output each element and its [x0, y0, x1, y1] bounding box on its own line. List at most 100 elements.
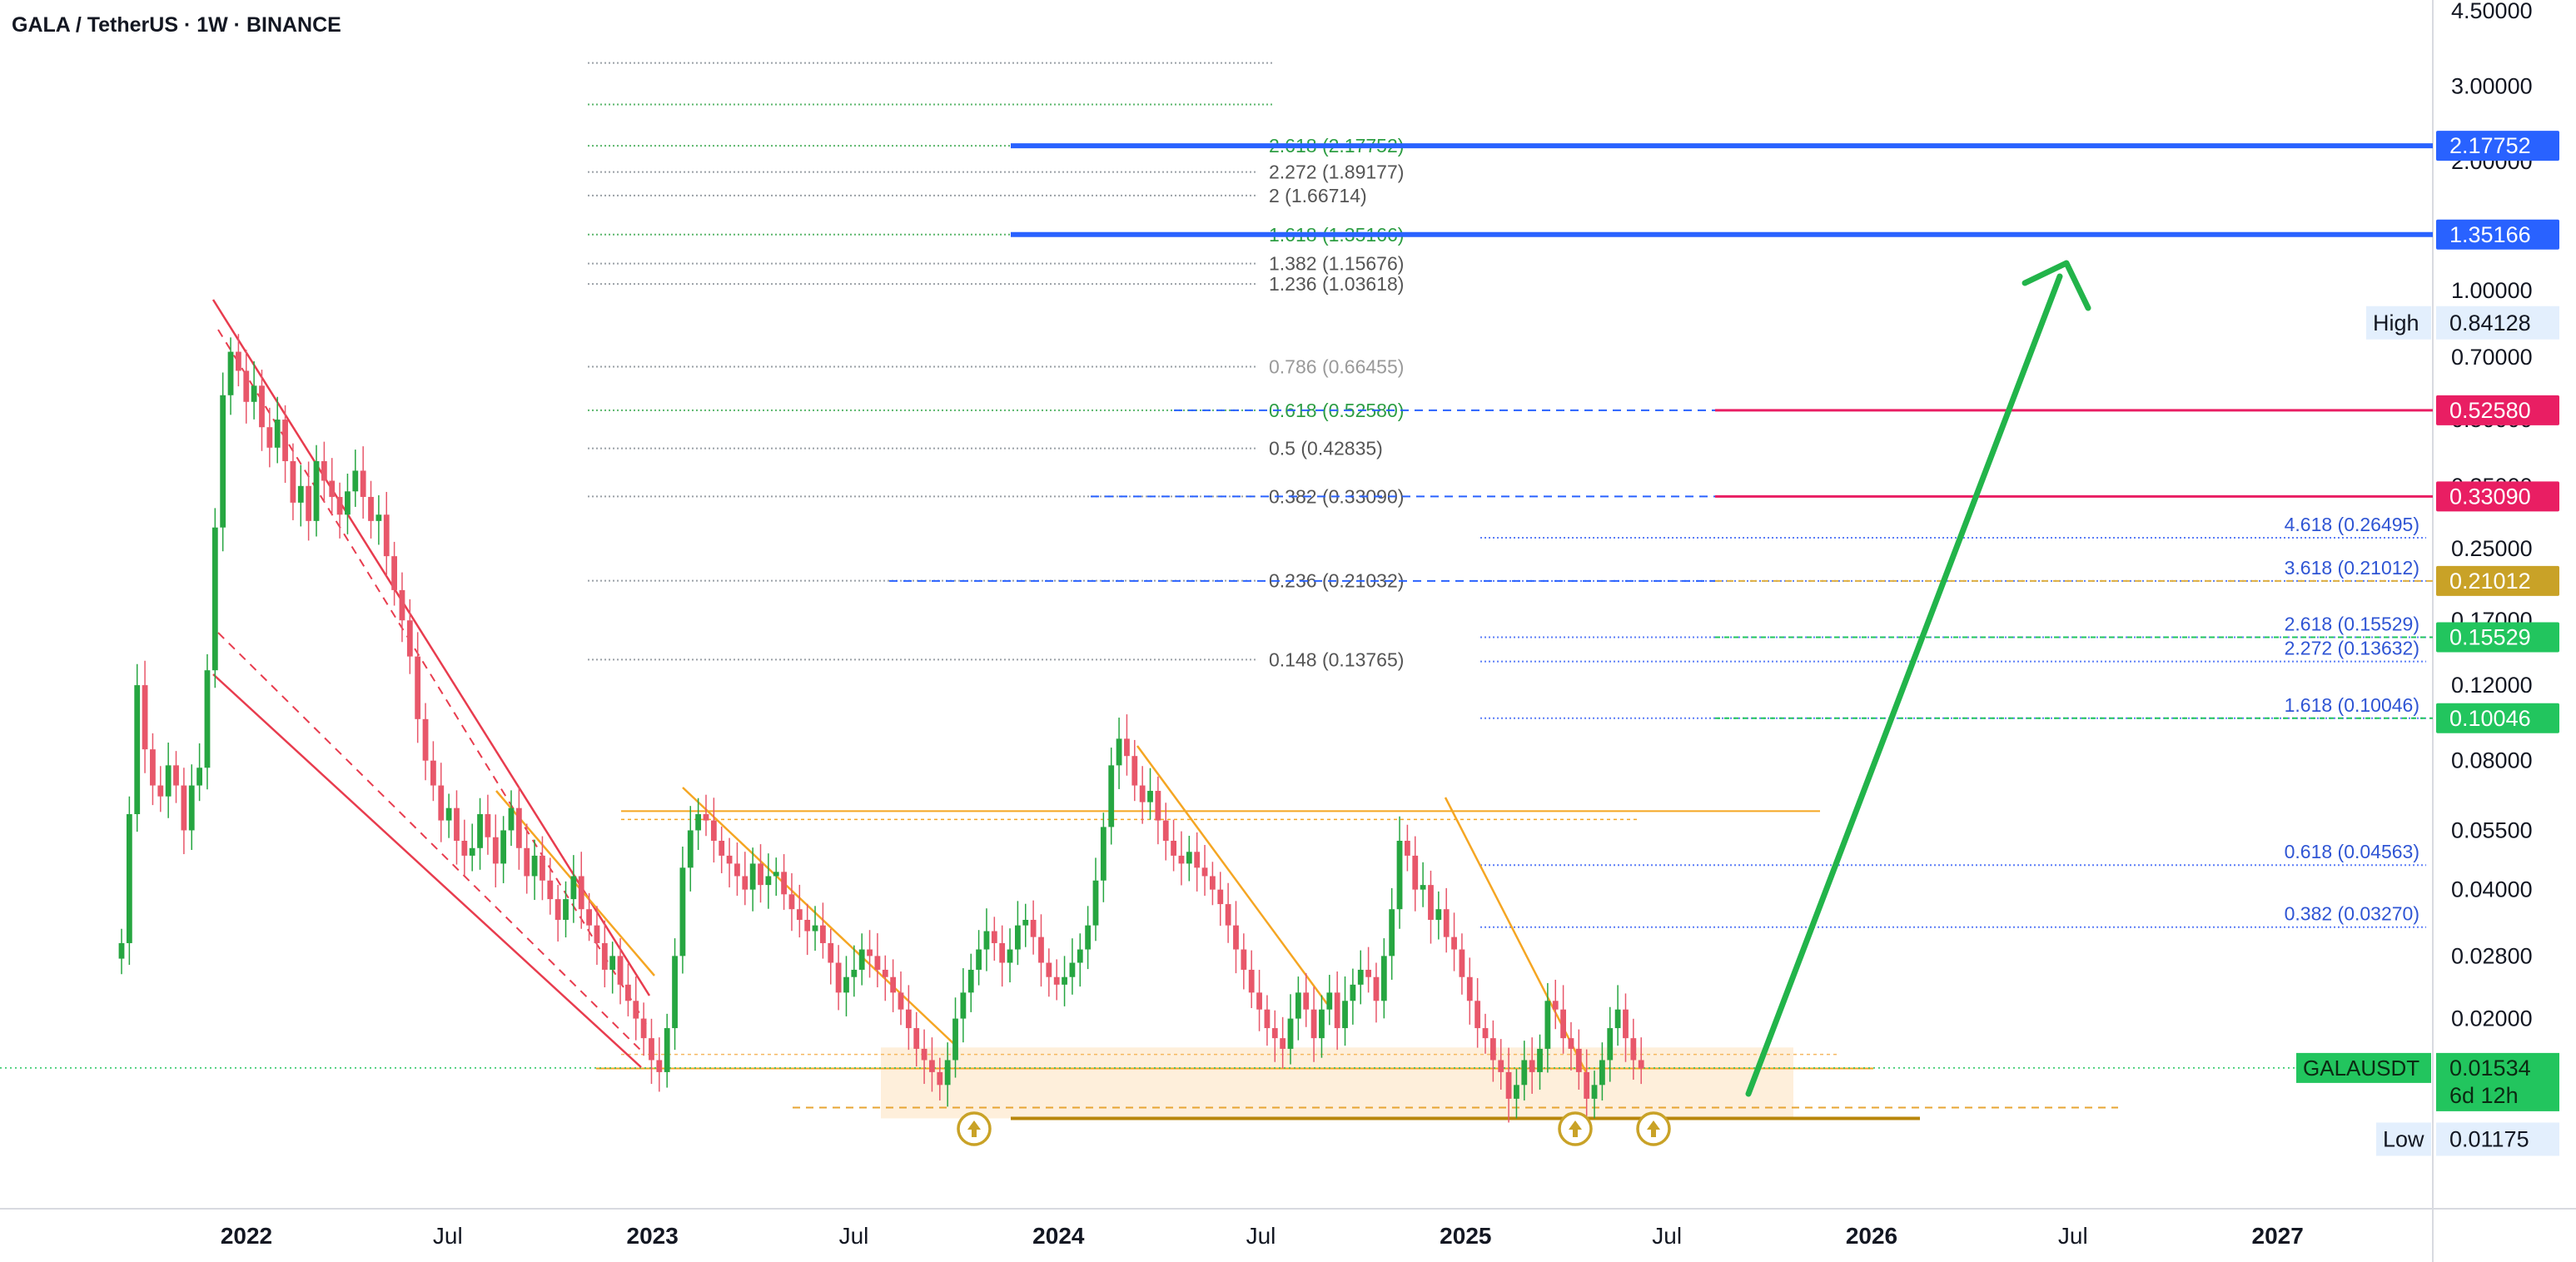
candle-body — [898, 992, 904, 1010]
candle-body — [1435, 909, 1442, 920]
candle-body — [905, 1009, 912, 1029]
candle-body — [251, 385, 257, 402]
price-tick-label: 1.00000 — [2451, 278, 2533, 303]
candle-body — [204, 670, 211, 768]
candle-body — [1373, 976, 1380, 1001]
candle-body — [812, 925, 818, 932]
price-tick-label: 0.02800 — [2451, 943, 2533, 968]
candle-body — [211, 527, 218, 671]
candle-body — [1342, 1001, 1348, 1029]
candle-body — [1053, 976, 1060, 985]
candle-body — [1007, 949, 1013, 963]
fib-left-label: 0.5 (0.42835) — [1269, 438, 1383, 460]
candle-body — [391, 556, 397, 590]
candle-body — [1310, 1009, 1317, 1039]
candle-body — [430, 760, 436, 786]
candle-body — [188, 785, 195, 831]
candle-body — [1264, 1009, 1271, 1029]
candle-body — [983, 931, 990, 950]
price-tick-label: 0.05500 — [2451, 817, 2533, 842]
candle-body — [1287, 1018, 1294, 1049]
candle-body — [1147, 791, 1153, 802]
candle-body — [1085, 925, 1092, 950]
time-axis: 2022 Jul 2023 Jul 2024 Jul 2025 Jul 2026 Jul 2027 — [221, 1223, 2304, 1249]
time-tick-label: Jul — [433, 1223, 463, 1249]
candle-body — [345, 491, 351, 515]
candle-body — [851, 969, 858, 977]
candle-body — [150, 749, 156, 786]
candle-body — [352, 470, 359, 492]
price-level-badge-text: 0.15529 — [2449, 624, 2531, 649]
candle-body — [781, 872, 787, 895]
candle-body — [749, 863, 756, 890]
high-badge: High 0.84128 — [2366, 306, 2559, 340]
time-tick-label: Jul — [1652, 1223, 1682, 1249]
candle-body — [1194, 852, 1201, 868]
candle-body — [1389, 909, 1395, 956]
candle-body — [820, 925, 826, 943]
candle-body — [336, 496, 343, 515]
channel-mid-1 — [217, 329, 647, 1025]
price-tick-label: 0.08000 — [2451, 748, 2533, 773]
candle-body — [1241, 949, 1247, 970]
candle-body — [1575, 1048, 1582, 1072]
candle-body — [726, 855, 733, 864]
candle-body — [1428, 885, 1434, 920]
candle-body — [1280, 1038, 1286, 1049]
candle-body — [329, 480, 336, 497]
candle-body — [297, 485, 304, 503]
candle-body — [867, 949, 873, 956]
fib-left-label: 1.382 (1.15676) — [1269, 253, 1404, 275]
candle-body — [360, 470, 366, 497]
bounce-marker-icon — [957, 1111, 992, 1146]
time-tick-label: 2025 — [1440, 1223, 1491, 1249]
candle-body — [1225, 904, 1231, 926]
candle-body — [321, 460, 327, 481]
candle-body — [1171, 841, 1176, 856]
price-level-badge: 0.10046 — [2436, 703, 2559, 733]
candle-body — [290, 460, 296, 503]
candle-body — [1614, 1009, 1621, 1029]
candle-body — [586, 909, 592, 926]
high-badge-label: High — [2373, 311, 2419, 335]
candle-body — [1271, 1028, 1278, 1039]
fib-right-label: 2.272 (0.13632) — [2285, 638, 2419, 659]
price-level-badge: 0.15529 — [2436, 622, 2559, 653]
candle-body — [461, 841, 468, 856]
candle-body — [165, 765, 172, 797]
candle-body — [1482, 1028, 1489, 1039]
price-tick-label: 0.12000 — [2451, 673, 2533, 698]
candle-body — [524, 847, 530, 877]
candle-body — [438, 785, 445, 821]
candle-body — [1334, 992, 1340, 1029]
candle-body — [679, 867, 686, 956]
fib-extension-left: 2.618 (2.17752)2.272 (1.89177)2 (1.66714… — [588, 62, 1404, 670]
candle-body — [1591, 1085, 1598, 1099]
fib-left-label: 1.236 (1.03618) — [1269, 273, 1404, 295]
fib-left-label: 2 (1.66714) — [1269, 185, 1367, 206]
price-level-badge-text: 0.10046 — [2449, 706, 2531, 731]
candle-body — [921, 1048, 927, 1061]
candle-body — [157, 785, 164, 797]
candle-body — [415, 656, 421, 719]
candle-body — [1560, 1009, 1566, 1039]
candle-body — [601, 942, 608, 970]
candle-body — [991, 931, 997, 943]
candle-body — [515, 807, 522, 848]
candle-body — [1326, 992, 1333, 1010]
channel-mid-2 — [217, 632, 642, 1051]
falling-channel — [211, 299, 651, 1068]
candle-body — [742, 876, 748, 890]
candle-body — [758, 863, 763, 886]
channel-lower — [212, 673, 642, 1068]
candle-body — [1248, 969, 1255, 993]
candle-body — [937, 1071, 943, 1086]
candle-body — [1233, 925, 1239, 950]
candle-body — [1217, 889, 1224, 905]
candle-body — [547, 880, 554, 900]
candle-body — [788, 894, 795, 910]
candle-body — [890, 976, 897, 993]
time-tick-label: 2026 — [1846, 1223, 1897, 1249]
